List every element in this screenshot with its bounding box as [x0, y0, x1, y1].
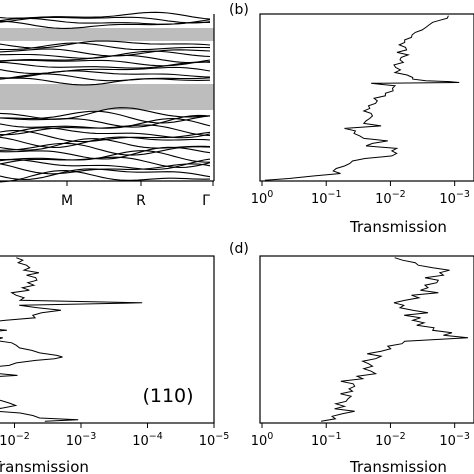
panel-c-x-ticks: 10−2 10−3 10−4 10−5: [0, 423, 229, 449]
band-curve: [0, 73, 211, 82]
band-curve: [0, 77, 211, 86]
x-tick-label: 10−3: [439, 189, 470, 207]
band-curve: [0, 59, 211, 67]
panel-b-label: (b): [229, 2, 249, 18]
panel-a-band-gaps: [0, 28, 214, 110]
band-curve: [0, 168, 211, 181]
panel-d-transmission-curve: [321, 257, 469, 422]
band-curve: [0, 107, 211, 120]
band-curve: [0, 20, 211, 29]
band-curve: [0, 110, 211, 124]
band-curve: [0, 16, 211, 24]
x-tick-label: 10−2: [375, 189, 406, 207]
x-tick-label: 10−1: [311, 189, 342, 207]
x-tick-label: 10−3: [66, 431, 97, 449]
panel-a-tick-label-gamma: Γ: [202, 193, 210, 209]
band-curve: [0, 40, 211, 49]
panel-a-bands: [0, 11, 211, 183]
panel-a-tick-label-r: R: [136, 193, 146, 209]
x-tick-label: 10−1: [311, 431, 342, 449]
band-curve: [0, 48, 211, 57]
band-curve: [0, 146, 211, 160]
band-curve: [0, 11, 211, 20]
band-curve: [0, 150, 211, 163]
band-curve: [0, 170, 211, 183]
band-curve: [0, 142, 211, 156]
panel-a-tick-label-m: M: [61, 193, 73, 209]
x-tick-label: 10−2: [0, 431, 30, 449]
panel-d-label: (d): [229, 241, 249, 257]
panel-c-frame: [0, 255, 215, 424]
band-curve: [0, 70, 211, 79]
band-curve: [0, 42, 211, 51]
panel-c-xlabel: Transmission: [0, 458, 89, 474]
x-tick-label: 10−4: [132, 431, 163, 449]
x-tick-label: 10−5: [199, 431, 230, 449]
panel-d-xlabel: Transmission: [349, 458, 447, 474]
band-curve: [0, 61, 211, 69]
x-tick-label: 100: [251, 189, 274, 207]
panel-b: (b) 100 10−1 10−2 10−3 Transmission: [229, 2, 474, 236]
panel-d: (d) 100 10−1 10−2 10−3 Transmission: [229, 241, 474, 474]
band-curve: [0, 66, 211, 74]
band-gap-upper: [0, 28, 214, 41]
panel-c-transmission-curve: [0, 257, 143, 422]
band-curve: [0, 158, 211, 171]
panel-d-x-ticks: 100 10−1 10−2 10−3: [251, 423, 470, 449]
band-curve: [0, 136, 211, 149]
band-gap-lower: [0, 84, 214, 110]
panel-d-frame: [259, 255, 474, 424]
x-tick-label: 100: [251, 431, 274, 449]
panel-b-xlabel: Transmission: [349, 218, 447, 236]
x-tick-label: 10−3: [439, 431, 470, 449]
band-curve: [0, 50, 211, 59]
band-curve: [0, 54, 211, 64]
panel-b-x-ticks: 100 10−1 10−2 10−3: [251, 181, 470, 207]
panel-c-annotation: (110): [142, 385, 193, 407]
panel-b-transmission-curve: [264, 15, 460, 181]
panel-a: M R Γ: [0, 11, 215, 209]
x-tick-label: 10−2: [375, 431, 406, 449]
panel-c: 10−2 10−3 10−4 10−5 (110) Transmission: [0, 255, 229, 474]
panel-b-frame: [259, 13, 474, 182]
band-curve: [0, 124, 211, 137]
